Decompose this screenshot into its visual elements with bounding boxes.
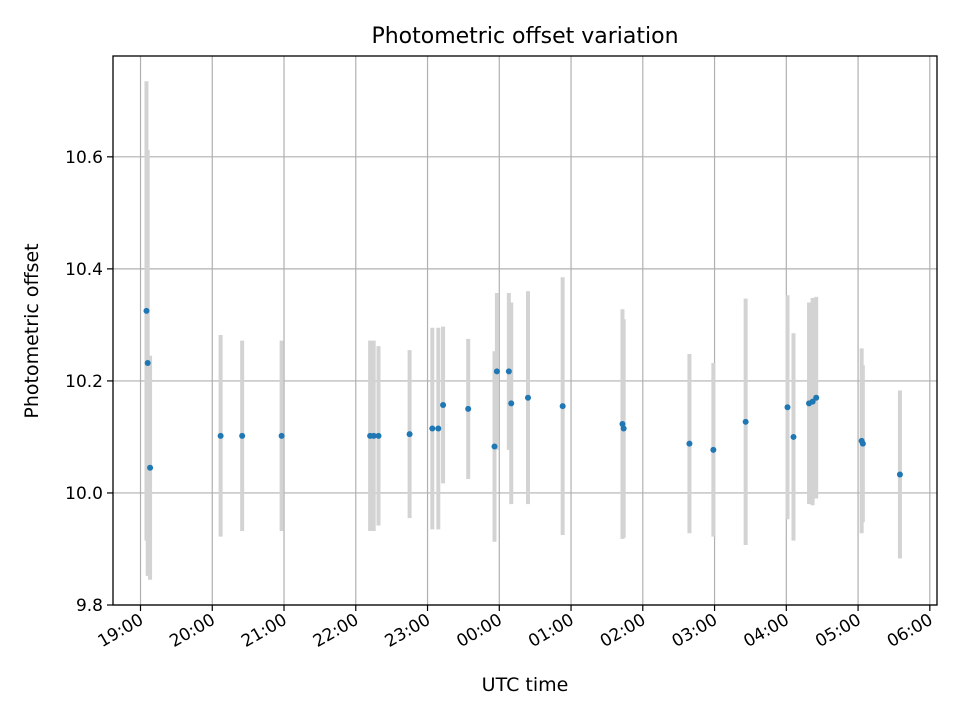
data-point: [493, 368, 500, 375]
data-point: [217, 432, 224, 439]
data-point: [710, 446, 717, 453]
data-point: [559, 403, 566, 410]
data-point: [742, 418, 749, 425]
plot-frame: [112, 55, 938, 606]
data-point: [813, 394, 820, 401]
y-axis-label: Photometric offset: [21, 243, 43, 418]
data-point: [896, 471, 903, 478]
data-point: [370, 432, 377, 439]
data-point: [508, 400, 515, 407]
data-point: [859, 440, 866, 447]
y-tick-label: 10.4: [65, 260, 103, 280]
data-point: [144, 359, 151, 366]
x-axis-label: UTC time: [482, 674, 569, 696]
data-points: [143, 307, 903, 478]
y-tick-label: 10.2: [65, 372, 103, 392]
data-point: [809, 398, 816, 405]
data-point: [784, 404, 791, 411]
data-point: [465, 405, 472, 412]
data-point: [505, 368, 512, 375]
y-tick-label: 10.6: [65, 148, 103, 168]
y-tick-label: 9.8: [76, 596, 103, 616]
data-point: [440, 402, 447, 409]
data-point: [790, 433, 797, 440]
data-point: [429, 425, 436, 432]
data-point: [239, 432, 246, 439]
data-point: [375, 432, 382, 439]
data-point: [435, 425, 442, 432]
data-point: [147, 464, 154, 471]
data-point: [524, 394, 531, 401]
y-tick-label: 10.0: [65, 484, 103, 504]
data-point: [686, 440, 693, 447]
data-point: [491, 443, 498, 450]
chart-title: Photometric offset variation: [371, 24, 678, 49]
data-point: [406, 431, 413, 438]
data-point: [143, 307, 150, 314]
data-point: [278, 432, 285, 439]
data-point: [620, 425, 627, 432]
